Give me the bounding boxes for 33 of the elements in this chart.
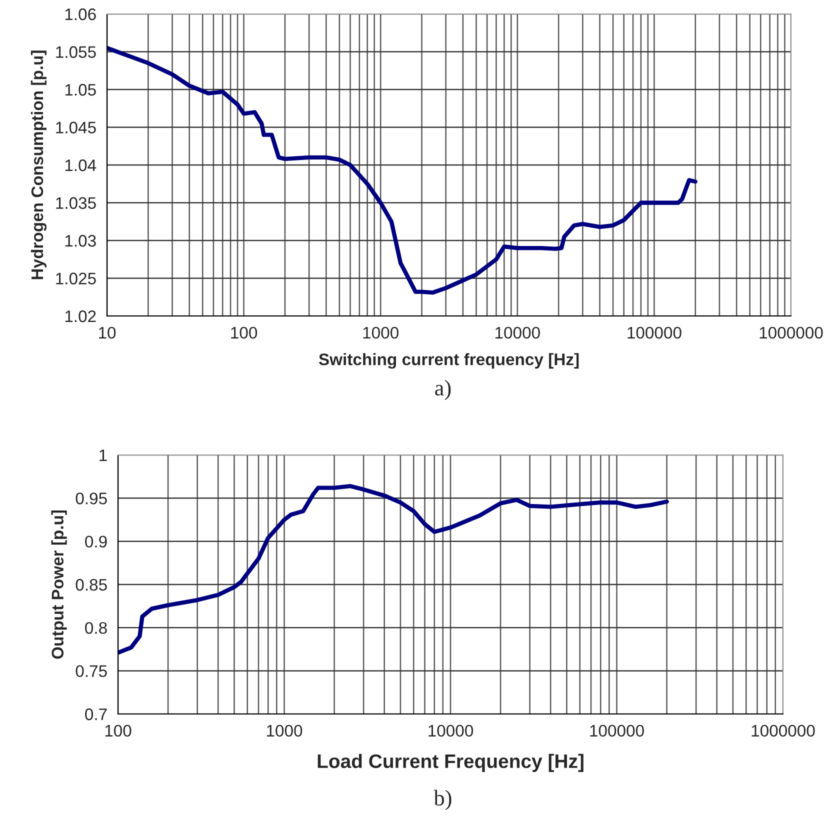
- x-axis-title: Switching current frequency [Hz]: [318, 353, 579, 369]
- x-tick-label: 1000: [266, 724, 302, 737]
- x-tick-label: 10000: [496, 326, 540, 339]
- x-tick-label: 100000: [628, 326, 682, 339]
- x-tick-label: 10000: [428, 724, 474, 737]
- y-tick-label: 1.03: [65, 234, 96, 247]
- y-tick-label: 1.06: [65, 8, 96, 20]
- y-tick-label: 1.02: [65, 310, 96, 322]
- text: b): [434, 790, 452, 810]
- y-axis-title: Output Power [p.u]: [51, 510, 67, 659]
- y-tick-label: 0.75: [76, 665, 107, 678]
- x-tick-label: 100: [231, 326, 258, 339]
- x-tick-label: 10: [99, 326, 116, 339]
- y-tick-label: 0.9: [85, 536, 107, 548]
- y-tick-label: 1.05: [65, 84, 96, 96]
- x-tick-label: 1000000: [752, 724, 815, 737]
- y-tick-label: 1.04: [65, 159, 96, 172]
- y-tick-label: 0.85: [76, 578, 107, 591]
- y-tick-label: 1.035: [56, 197, 96, 209]
- x-tick-label: 100: [105, 724, 132, 737]
- y-tick-label: 1: [100, 450, 107, 462]
- x-tick-label: 100000: [590, 724, 644, 737]
- y-axis-title: Hydrogen Consumption [p.u]: [30, 50, 47, 280]
- y-tick-label: 0.95: [76, 492, 107, 504]
- y-tick-label: 0.7: [85, 708, 107, 720]
- x-tick-label: 1000000: [760, 326, 823, 339]
- y-tick-label: 1.025: [56, 272, 96, 284]
- x-tick-label: 1000: [363, 326, 398, 339]
- x-axis-title: Load Current Frequency [Hz]: [318, 754, 584, 772]
- text: a): [435, 380, 451, 400]
- y-tick-label: 1.045: [56, 122, 96, 134]
- y-tick-label: 0.8: [85, 622, 107, 634]
- y-tick-label: 1.055: [56, 46, 96, 58]
